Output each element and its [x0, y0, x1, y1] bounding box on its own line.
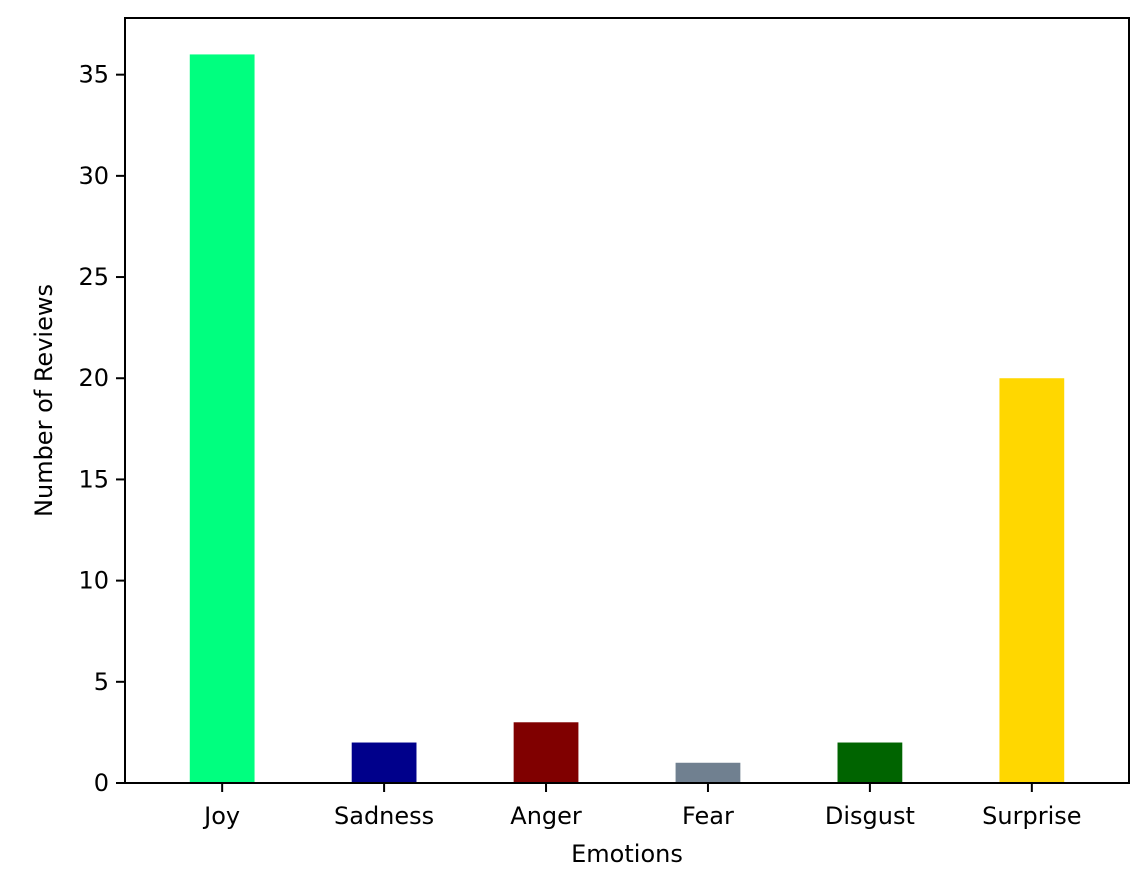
x-tick-label: Joy — [202, 802, 240, 830]
y-tick-label: 30 — [78, 162, 109, 190]
x-tick-label: Sadness — [334, 802, 434, 830]
y-axis-ticks: 0 5 10 15 20 25 30 35 — [78, 61, 125, 797]
x-tick-label: Disgust — [825, 802, 915, 830]
y-tick-label: 35 — [78, 61, 109, 89]
plot-frame — [124, 17, 1130, 784]
x-axis-ticks: Joy Sadness Anger Fear Disgust Surprise — [202, 783, 1082, 830]
x-tick-label: Surprise — [982, 802, 1081, 830]
bar-joy — [189, 54, 255, 783]
y-tick-label: 0 — [94, 769, 109, 797]
bar-disgust — [837, 742, 903, 783]
y-tick-label: 20 — [78, 364, 109, 392]
bar-surprise — [999, 378, 1065, 783]
y-tick-label: 25 — [78, 263, 109, 291]
x-axis-label: Emotions — [571, 840, 683, 868]
bar-anger — [513, 722, 579, 783]
bars-layer — [189, 54, 1065, 783]
bar-fear — [675, 762, 741, 783]
y-tick-label: 10 — [78, 567, 109, 595]
x-tick-label: Anger — [510, 802, 582, 830]
y-axis-label: Number of Reviews — [30, 284, 58, 517]
y-tick-label: 15 — [78, 465, 109, 493]
x-tick-label: Fear — [682, 802, 734, 830]
bar-sadness — [351, 742, 417, 783]
y-tick-label: 5 — [94, 668, 109, 696]
